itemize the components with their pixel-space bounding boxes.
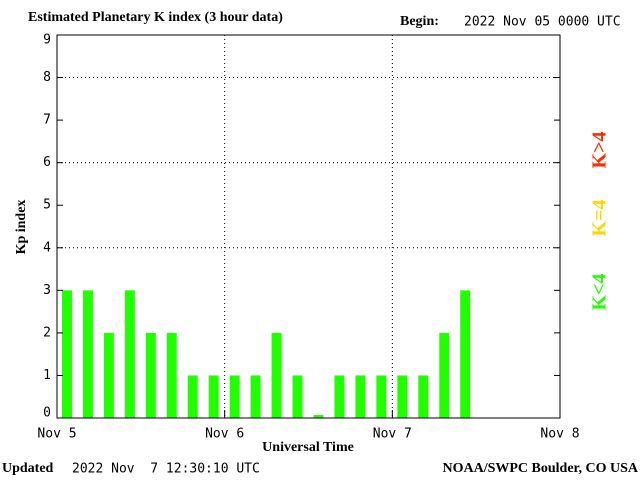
bar	[376, 375, 387, 418]
bar	[334, 375, 345, 418]
y-tick-label: 7	[43, 113, 51, 128]
x-axis-label: Universal Time	[262, 440, 354, 455]
x-tick-label: Nov 8	[540, 427, 579, 442]
x-tick-label: Nov 6	[205, 427, 244, 442]
bar	[166, 332, 177, 418]
x-tick-label: Nov 5	[37, 427, 76, 442]
bar	[145, 332, 156, 418]
y-axis-label: Kp index	[14, 200, 29, 255]
chart-title: Estimated Planetary K index (3 hour data…	[28, 10, 283, 25]
bar	[439, 332, 450, 418]
y-tick-label: 1	[43, 368, 51, 383]
bar	[187, 375, 198, 418]
bar	[313, 415, 324, 418]
bar	[271, 332, 282, 418]
bar	[355, 375, 366, 418]
y-tick-label: 6	[43, 155, 51, 170]
updated-label: Updated	[2, 461, 54, 476]
begin-label: Begin:	[400, 14, 439, 29]
updated-date: 2022 Nov 7 12:30:10 UTC	[72, 462, 260, 477]
source: NOAA/SWPC Boulder, CO USA	[442, 461, 638, 476]
y-tick-label: 3	[43, 283, 51, 298]
y-tick-label: 5	[43, 198, 51, 213]
bar	[397, 375, 408, 418]
bar	[62, 290, 72, 418]
bar	[292, 375, 303, 418]
y-tick-label: 4	[43, 240, 51, 255]
bar	[82, 290, 93, 418]
plot-frame	[56, 34, 561, 419]
bar	[418, 375, 429, 418]
legend-entry: K=4	[589, 200, 611, 237]
begin-date: 2022 Nov 05 0000 UTC	[464, 15, 621, 30]
bar	[103, 332, 114, 418]
legend-entry: K<4	[589, 274, 611, 311]
y-tick-label: 2	[43, 325, 51, 340]
bar	[250, 375, 261, 418]
x-tick-label: Nov 7	[373, 427, 412, 442]
bar	[208, 375, 219, 418]
y-tick-label: 8	[43, 70, 51, 85]
bar	[229, 375, 240, 418]
bar	[124, 290, 135, 418]
legend-entry: K>4	[589, 132, 611, 169]
y-tick-label: 0	[43, 406, 51, 421]
y-tick-label: 9	[43, 33, 51, 48]
bar	[460, 290, 471, 418]
